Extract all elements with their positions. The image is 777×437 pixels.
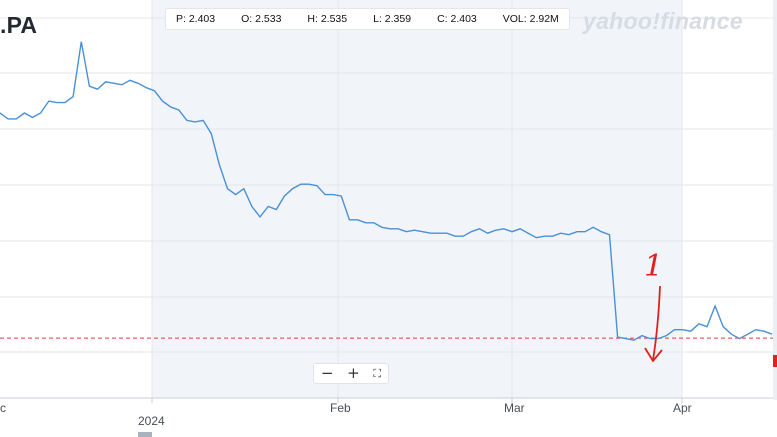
low-value: L: 2.359 (373, 13, 412, 25)
scroll-handle[interactable] (138, 432, 152, 437)
ticker-symbol: .PA (0, 12, 38, 38)
x-tick-label: Feb (330, 401, 351, 415)
high-value: H: 2.535 (307, 13, 348, 25)
zoom-in-button[interactable]: + (347, 364, 360, 382)
open-value: O: 2.533 (241, 13, 282, 25)
zoom-out-button[interactable]: − (320, 364, 334, 382)
last-price-marker (773, 355, 777, 367)
fullscreen-icon[interactable]: ⛶ (373, 367, 382, 380)
close-value: C: 2.403 (437, 13, 477, 25)
x-tick-label: Apr (673, 401, 692, 415)
x-tick-label: Mar (504, 401, 525, 415)
annotation-arrow: 1 (644, 249, 663, 363)
annotation-arrow-shaft (652, 285, 661, 361)
ohlc-tooltip: P: 2.403 O: 2.533 H: 2.535 L: 2.359 C: 2… (165, 8, 570, 30)
zoom-controls: − + ⛶ (313, 363, 389, 384)
price-series-line (0, 41, 773, 341)
grid-lines (0, 0, 777, 403)
yahoo-finance-logo: yahoo!finance (583, 8, 743, 34)
annotation-arrow-head (644, 347, 663, 363)
right-edge-panel (773, 0, 777, 400)
price-value: P: 2.403 (176, 13, 216, 25)
selected-range-shade (152, 0, 682, 398)
annotation-label: 1 (644, 249, 663, 284)
x-tick-label: c (0, 401, 6, 415)
x-tick-label: 2024 (138, 414, 165, 428)
volume-value: VOL: 2.92M (502, 13, 559, 25)
